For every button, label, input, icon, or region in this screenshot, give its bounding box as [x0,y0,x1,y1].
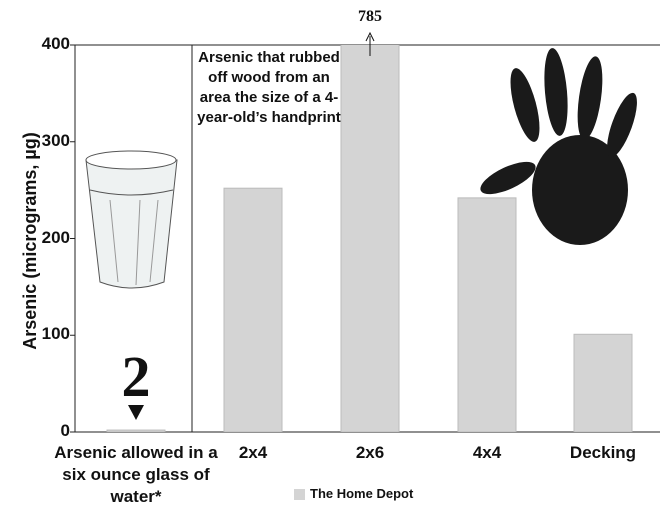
value-label: 785 [358,8,382,25]
y-tick-label: 400 [41,34,70,53]
value-label: 2 [121,344,151,409]
x-tick-label: 2x6 [355,443,385,462]
x-tick-label: Arsenic allowed in a six ounce glass of … [54,443,218,506]
hand-icon [480,48,637,245]
y-tick-label: 0 [60,421,70,440]
bar [457,197,517,432]
y-tick-label: 100 [41,324,70,344]
bar [106,429,166,432]
overflow-arrow [365,31,375,56]
x-tick-label: Decking [569,443,637,462]
annotation: Arsenic that rubbed off wood from an are… [197,49,341,126]
bar [223,187,283,432]
pointer [128,405,144,420]
x-tick-label: 4x4 [472,443,502,462]
y-tick-label: 300 [41,130,70,150]
x-tick-label: 2x4 [238,443,268,462]
bar [573,333,633,432]
bar [340,45,400,432]
legend-swatch [294,489,305,500]
legend-label: The Home Depot [310,486,414,501]
bars [106,45,633,432]
glass-icon [85,150,178,289]
y-tick-label: 200 [41,227,70,247]
